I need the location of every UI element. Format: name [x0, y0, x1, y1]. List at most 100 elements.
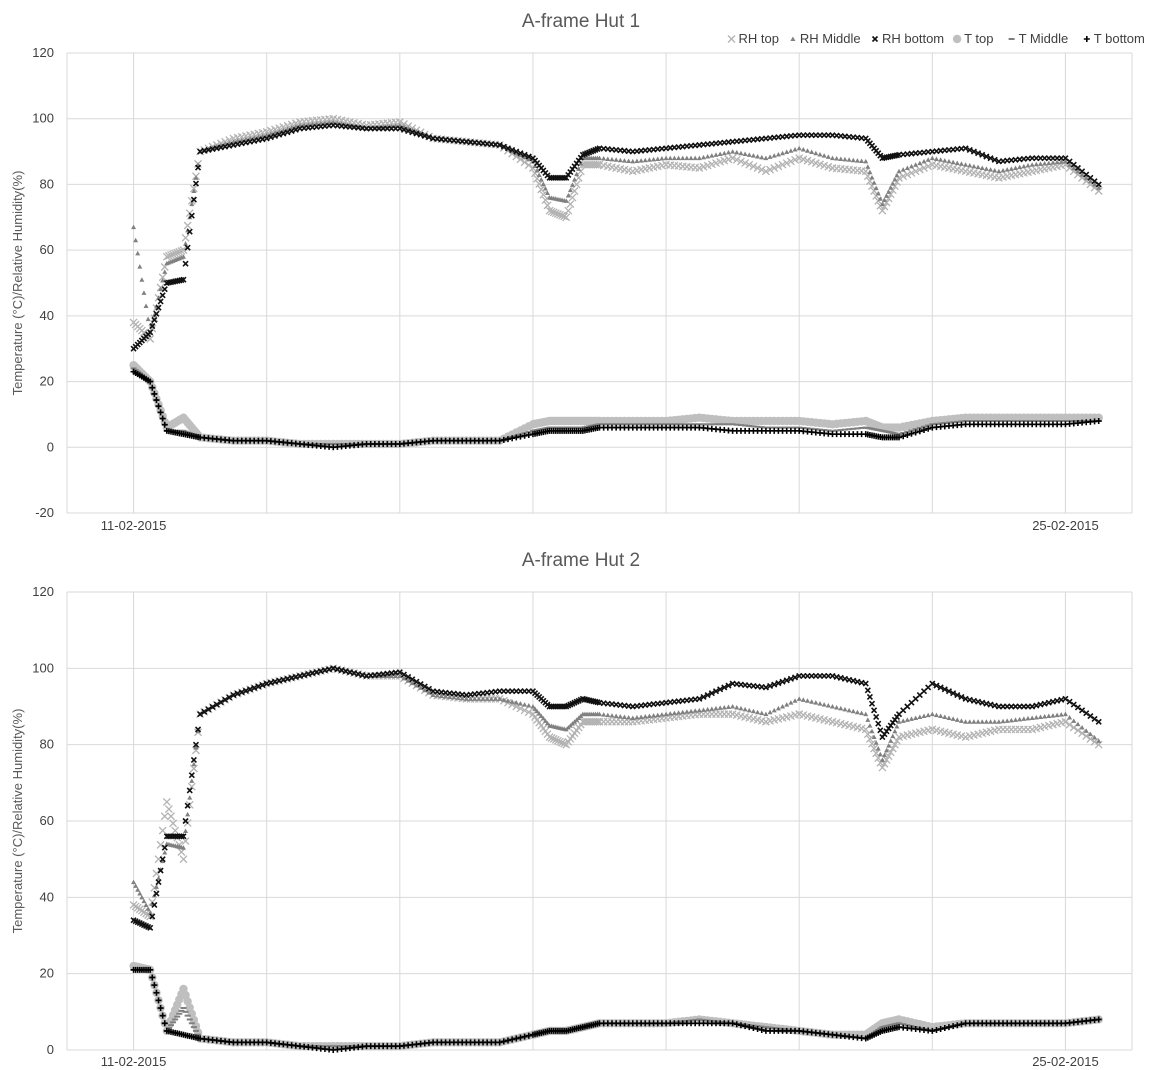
interp-point: [1071, 718, 1077, 723]
interp-point: [712, 688, 720, 695]
interp-point: [671, 155, 677, 161]
interp-point: [1025, 715, 1031, 721]
interp-point: [172, 1018, 179, 1021]
interp-point: [987, 155, 994, 162]
interp-point: [967, 719, 973, 724]
interp-point: [355, 670, 362, 678]
data-point: [179, 855, 188, 864]
interp-point: [1037, 714, 1043, 719]
interp-point: [609, 713, 615, 718]
data-point: [696, 1018, 703, 1021]
interp-point: [942, 158, 948, 163]
interp-point: [183, 241, 189, 246]
interp-point: [400, 671, 408, 678]
interp-point: [1074, 704, 1081, 711]
interp-point: [326, 666, 333, 673]
data-point: [929, 1027, 936, 1034]
interp-point: [938, 157, 944, 162]
legend: RH top RH Middle RH bottom T top T Middle T b…: [727, 31, 1145, 46]
y-tick-label: 0: [47, 1042, 54, 1057]
interp-point: [1079, 707, 1086, 714]
interp-point: [817, 701, 823, 706]
interp-point: [886, 748, 895, 757]
interp-point: [676, 710, 682, 715]
interp-point: [813, 150, 819, 156]
interp-point: [733, 1021, 740, 1028]
interp-point: [988, 167, 994, 172]
interp-point: [834, 704, 840, 710]
interp-point: [149, 323, 156, 330]
interp-point: [742, 706, 748, 712]
interp-point: [536, 711, 542, 716]
y-tick-label: 40: [40, 308, 54, 323]
interp-point: [384, 673, 390, 678]
interp-point: [141, 898, 147, 904]
interp-point: [151, 901, 158, 909]
interp-point: [1013, 165, 1019, 170]
interp-point: [500, 436, 507, 443]
interp-point: [671, 710, 677, 716]
interp-point: [1008, 166, 1014, 171]
interp-point: [259, 681, 266, 689]
interp-point: [551, 209, 560, 218]
interp-point: [713, 705, 719, 711]
interp-point: [738, 150, 744, 156]
interp-point: [213, 701, 220, 708]
interp-point: [971, 163, 977, 169]
interp-point: [654, 423, 661, 426]
interp-point: [966, 420, 973, 422]
data-point: [147, 966, 154, 973]
interp-point: [709, 706, 715, 711]
data-point: [131, 224, 137, 230]
interp-point: [617, 423, 624, 426]
interp-point: [841, 428, 848, 431]
interp-point: [837, 429, 844, 432]
interp-point: [725, 704, 731, 709]
interp-point: [916, 426, 923, 429]
interp-point: [243, 136, 249, 142]
interp-point: [1075, 168, 1081, 174]
interp-point: [161, 844, 168, 851]
interp-point: [500, 1038, 507, 1045]
interp-point: [886, 189, 892, 194]
interp-point: [272, 130, 278, 135]
legend-item-rh-bottom: RH bottom: [871, 31, 944, 46]
interp-point: [979, 151, 986, 158]
interp-point: [971, 719, 977, 724]
interp-point: [162, 269, 168, 274]
data-point: [180, 1007, 187, 1010]
interp-point: [933, 712, 939, 718]
interp-point: [560, 212, 569, 221]
interp-point: [1066, 698, 1073, 705]
interp-point: [791, 155, 799, 164]
interp-point: [276, 677, 283, 684]
interp-point: [1045, 420, 1052, 422]
interp-point: [459, 695, 465, 701]
data-point: [796, 696, 802, 701]
series-t-top: [129, 961, 1103, 1051]
interp-point: [540, 715, 546, 721]
interp-point: [816, 428, 823, 431]
interp-point: [405, 678, 411, 683]
interp-point: [1045, 699, 1052, 706]
interp-point: [222, 696, 229, 703]
interp-point: [813, 700, 819, 705]
interp-point: [913, 162, 919, 167]
interp-point: [742, 1023, 749, 1030]
interp-point: [651, 156, 657, 162]
interp-point: [192, 180, 200, 187]
y-tick-label: 80: [40, 176, 54, 191]
data-point: [395, 118, 404, 126]
interp-point: [758, 426, 765, 429]
interp-point: [854, 158, 860, 163]
data-point: [995, 420, 1002, 422]
data-point: [796, 426, 803, 429]
interp-point: [280, 127, 286, 133]
interp-point: [688, 155, 694, 161]
interp-point: [137, 891, 143, 896]
interp-point: [734, 704, 740, 710]
interp-point: [267, 134, 274, 141]
y-axis-label: Temperature (°C)/Relative Humidity(%): [10, 709, 25, 934]
interp-point: [920, 164, 928, 172]
interp-point: [784, 149, 790, 154]
